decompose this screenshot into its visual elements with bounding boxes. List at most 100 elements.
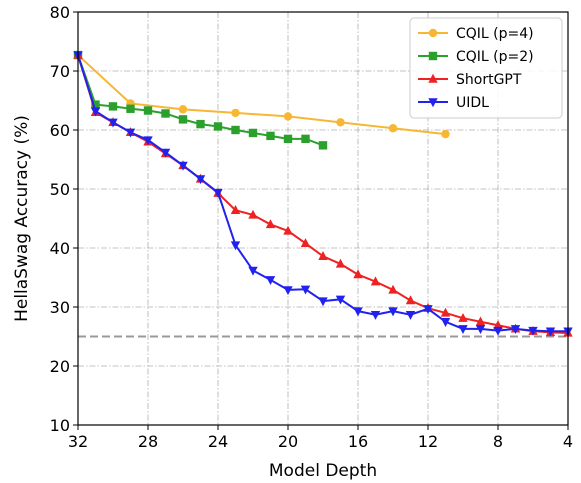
legend-swatch-marker — [428, 51, 438, 61]
data-point — [248, 209, 258, 219]
y-axis-title: HellaSwag Accuracy (%) — [12, 115, 32, 322]
data-point — [528, 326, 538, 336]
data-point — [108, 118, 118, 128]
series-line — [77, 54, 446, 136]
data-point — [213, 122, 223, 131]
data-point — [388, 124, 398, 133]
legend: CQIL (p=4) CQIL (p=2) ShortGPT UIDL — [409, 17, 563, 119]
data-point — [318, 251, 328, 260]
data-point — [195, 175, 206, 185]
plot-frame — [77, 11, 569, 426]
data-point — [143, 136, 153, 146]
data-point — [493, 320, 503, 329]
data-point — [230, 205, 241, 214]
data-point — [91, 100, 100, 109]
data-point — [178, 105, 188, 114]
data-point — [335, 258, 346, 268]
data-point — [283, 112, 293, 121]
y-tick-label: 40 — [50, 239, 70, 258]
x-axis-title: Model Depth — [269, 461, 377, 481]
data-point — [300, 238, 311, 247]
data-point — [161, 109, 170, 118]
x-tick-label: 12 — [418, 432, 438, 451]
data-point — [336, 118, 345, 127]
legend-label: UIDL — [456, 95, 489, 111]
data-point — [510, 325, 521, 335]
ticks: 32 28 24 20 16 12 8 4 10 20 30 40 50 60 70 80 — [50, 3, 573, 451]
data-point — [475, 316, 486, 326]
x-tick-label: 28 — [138, 432, 158, 451]
y-tick-label: 70 — [50, 62, 70, 81]
legend-item: CQIL (p=4) — [418, 26, 534, 42]
legend-label: CQIL (p=2) — [456, 49, 534, 65]
data-point — [458, 325, 468, 335]
x-tick-label: 16 — [348, 432, 368, 451]
data-point — [196, 119, 205, 129]
series-layer — [73, 49, 573, 337]
series-uidl — [73, 51, 573, 337]
data-point — [493, 326, 503, 336]
legend-item: UIDL — [418, 95, 489, 111]
y-tick-label: 60 — [50, 121, 70, 140]
x-tick-label: 8 — [493, 432, 503, 451]
data-point — [265, 219, 276, 229]
data-point — [231, 125, 240, 135]
legend-label: CQIL (p=4) — [456, 26, 534, 42]
legend-label: ShortGPT — [456, 72, 522, 88]
data-point — [231, 108, 240, 118]
data-point — [545, 327, 556, 337]
y-tick-label: 80 — [50, 3, 70, 22]
data-point — [370, 310, 381, 320]
data-point — [283, 225, 293, 235]
y-tick-label: 20 — [50, 357, 70, 376]
data-point — [143, 106, 153, 115]
data-point — [318, 141, 328, 150]
data-point — [266, 131, 275, 141]
data-point — [160, 148, 171, 158]
legend-swatch-marker — [428, 98, 438, 108]
series-cqil-p-2 — [73, 50, 328, 150]
data-point — [335, 295, 346, 305]
data-point — [405, 310, 416, 320]
data-point — [440, 307, 451, 317]
y-tick-label: 30 — [50, 298, 70, 317]
data-point — [248, 266, 258, 276]
data-point — [441, 129, 450, 139]
data-point — [108, 102, 118, 111]
x-tick-label: 32 — [68, 432, 88, 451]
x-tick-label: 20 — [278, 432, 298, 451]
data-point — [458, 313, 468, 322]
data-point — [126, 104, 135, 113]
data-point — [178, 161, 188, 171]
data-point — [388, 284, 398, 294]
y-tick-label: 50 — [50, 180, 70, 199]
data-point — [230, 241, 241, 251]
data-point — [213, 188, 223, 198]
data-point — [388, 307, 398, 317]
data-point — [475, 325, 486, 335]
legend-box — [409, 17, 563, 119]
data-point — [283, 286, 293, 296]
data-point — [301, 134, 310, 144]
legend-swatch-marker — [428, 28, 438, 38]
data-point — [300, 285, 311, 295]
data-point — [178, 115, 188, 124]
x-tick-label: 24 — [208, 432, 228, 451]
legend-item: CQIL (p=2) — [418, 49, 534, 65]
data-point — [353, 269, 363, 279]
x-tick-label: 4 — [563, 432, 573, 451]
data-point — [353, 307, 363, 317]
data-point — [423, 305, 433, 314]
data-point — [283, 134, 293, 144]
data-point — [318, 297, 328, 307]
data-point — [90, 107, 101, 117]
data-point — [370, 276, 381, 286]
data-point — [440, 318, 451, 327]
legend-swatch-marker — [428, 73, 438, 83]
y-tick-label: 10 — [50, 416, 70, 435]
data-point — [248, 128, 258, 138]
data-point — [125, 128, 136, 138]
data-point — [265, 276, 276, 286]
legend-item: ShortGPT — [418, 72, 522, 88]
